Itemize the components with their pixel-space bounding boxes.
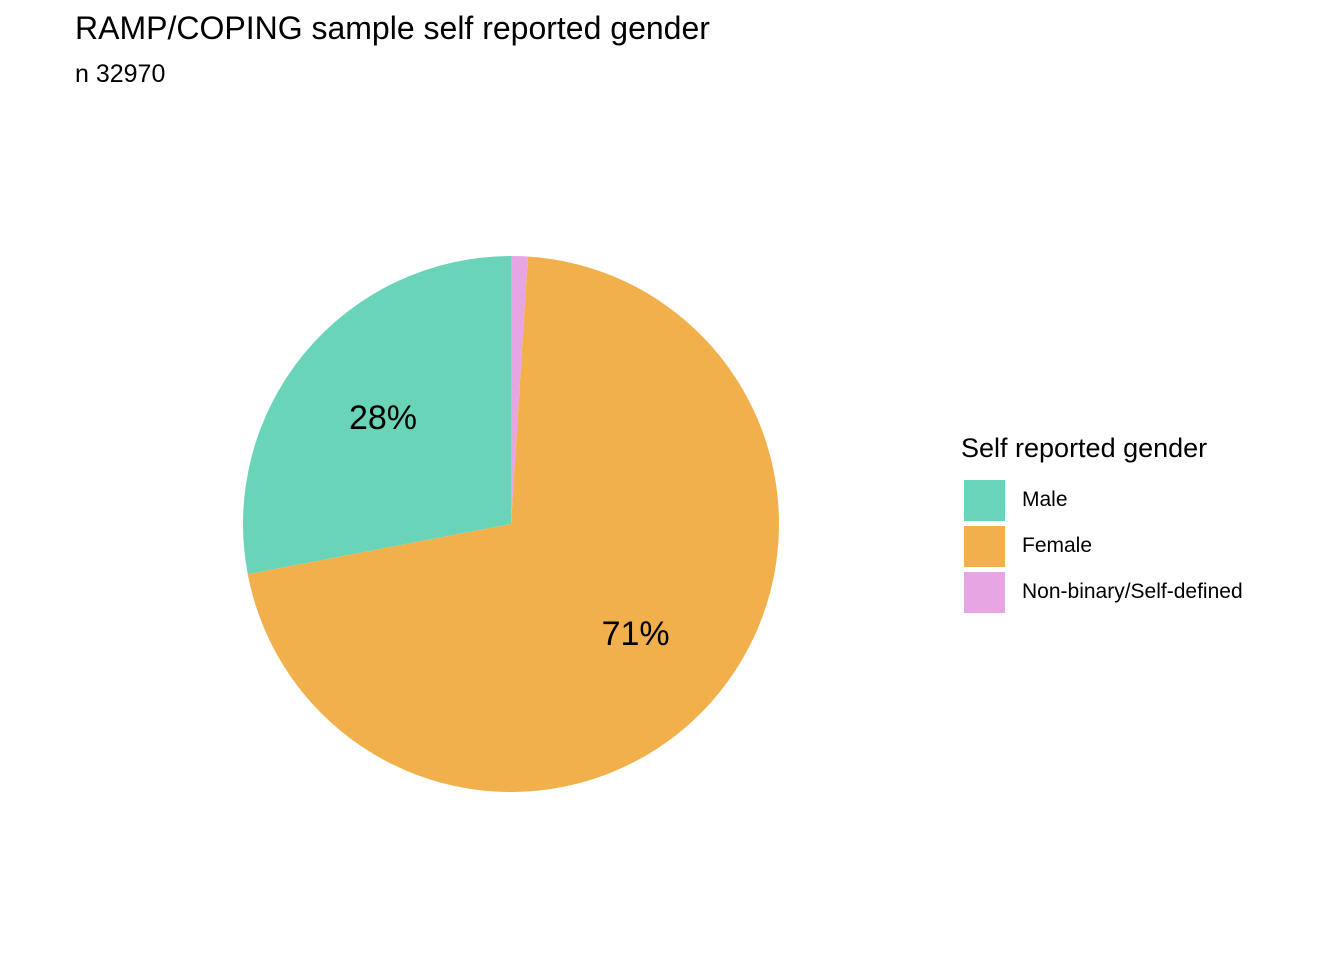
data-label-male: 28%	[349, 399, 417, 437]
legend-item-male: Male	[961, 477, 1243, 523]
legend-swatch-female	[963, 524, 1006, 568]
legend-item-female: Female	[961, 523, 1243, 569]
legend-swatch-male	[963, 478, 1006, 522]
legend-label-non-binary: Non-binary/Self-defined	[1022, 580, 1243, 603]
pie-slice-female	[247, 256, 780, 793]
legend-label-male: Male	[1022, 488, 1068, 511]
chart-subtitle: n 32970	[75, 60, 166, 88]
legend: Self reported gender Male Female Non-bin…	[961, 430, 1243, 615]
data-label-female: 71%	[602, 615, 670, 653]
legend-label-female: Female	[1022, 534, 1093, 557]
chart-title: RAMP/COPING sample self reported gender	[75, 10, 710, 46]
pie-slice-male	[243, 256, 511, 575]
pie-slice-non-binary	[511, 256, 528, 524]
legend-item-non-binary: Non-binary/Self-defined	[961, 569, 1243, 615]
legend-swatch-non-binary	[963, 570, 1006, 614]
legend-title: Self reported gender	[961, 433, 1208, 463]
